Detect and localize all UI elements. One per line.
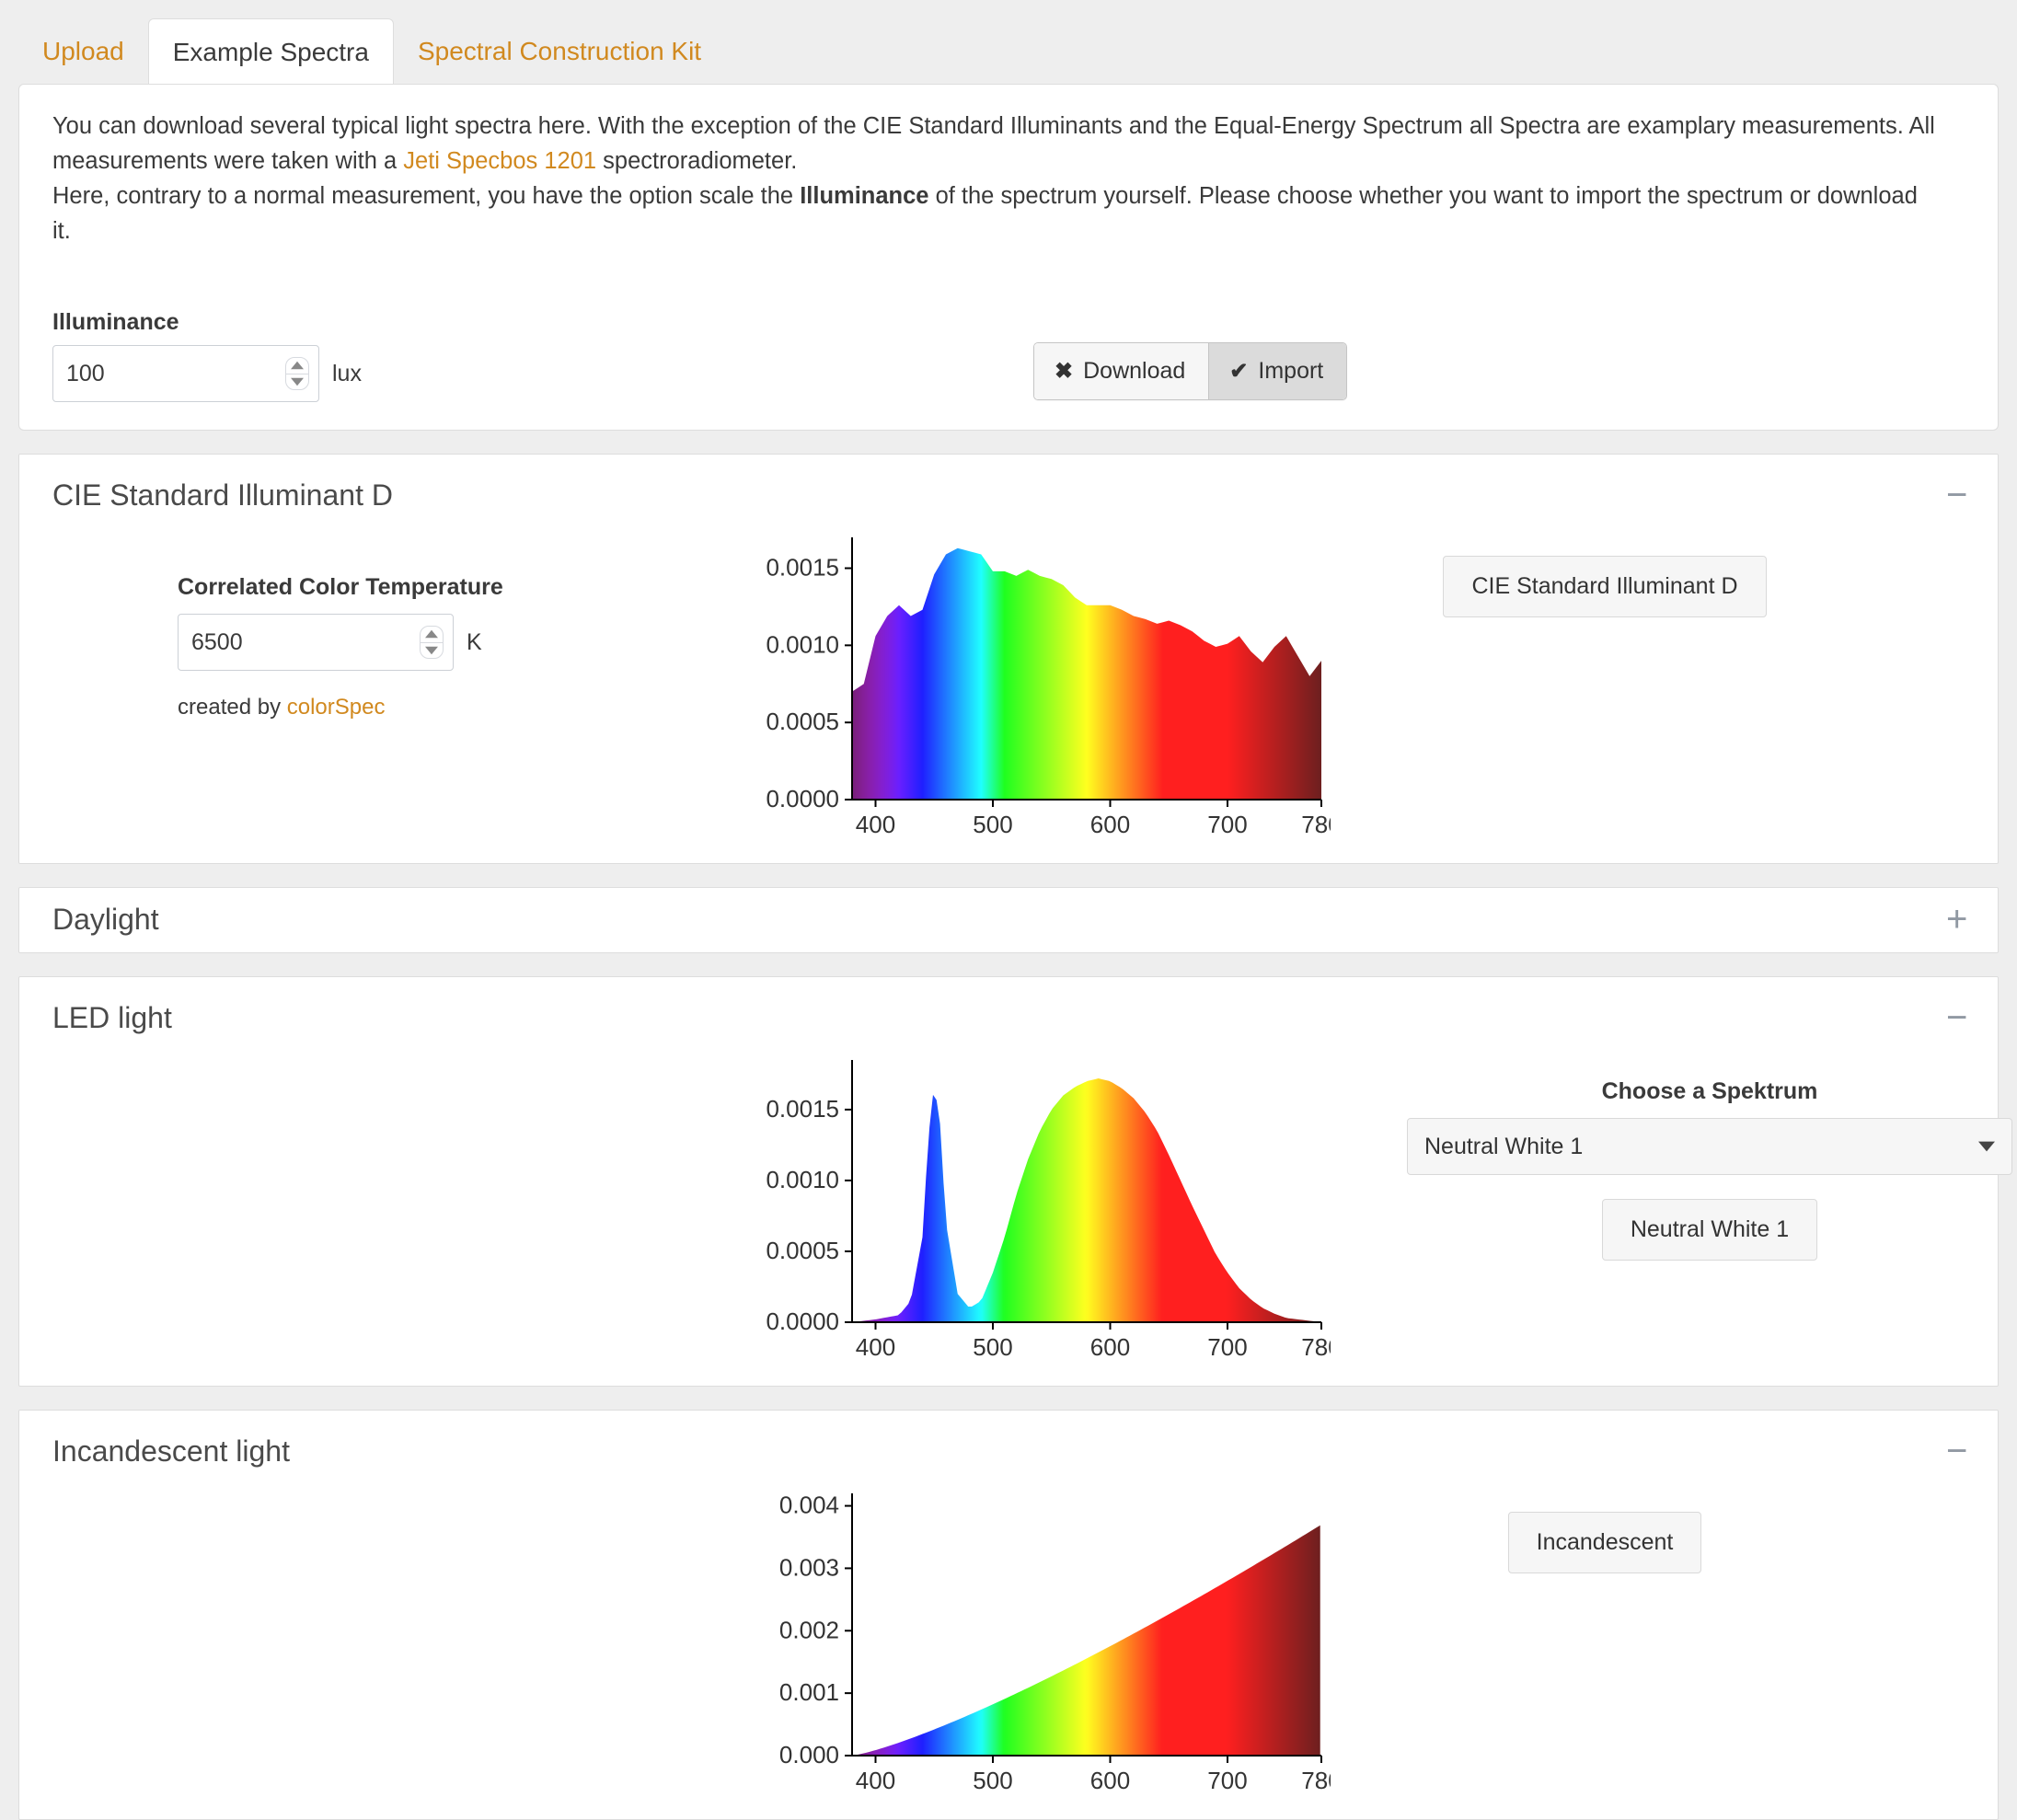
svg-text:600: 600 [1090,1333,1130,1361]
svg-text:0.004: 0.004 [779,1492,839,1519]
svg-text:0.0010: 0.0010 [766,1166,839,1193]
svg-text:400: 400 [856,1767,895,1794]
svg-text:400: 400 [856,1333,895,1361]
svg-text:700: 700 [1207,1767,1247,1794]
svg-text:0.0005: 0.0005 [766,1237,839,1264]
svg-text:780: 780 [1301,1767,1331,1794]
svg-text:400: 400 [856,811,895,838]
svg-text:700: 700 [1207,1333,1247,1361]
svg-text:600: 600 [1090,811,1130,838]
svg-text:600: 600 [1090,1767,1130,1794]
svg-text:500: 500 [973,1333,1012,1361]
svg-text:0.000: 0.000 [779,1741,839,1768]
svg-text:780: 780 [1301,811,1331,838]
svg-text:780: 780 [1301,1333,1331,1361]
svg-text:0.0015: 0.0015 [766,554,839,582]
svg-text:0.0000: 0.0000 [766,1307,839,1335]
svg-text:500: 500 [973,811,1012,838]
svg-text:0.003: 0.003 [779,1553,839,1581]
svg-text:0.0015: 0.0015 [766,1095,839,1123]
svg-text:0.002: 0.002 [779,1616,839,1643]
svg-text:0.001: 0.001 [779,1678,839,1706]
svg-text:0.0010: 0.0010 [766,630,839,658]
svg-text:0.0005: 0.0005 [766,708,839,735]
svg-text:500: 500 [973,1767,1012,1794]
svg-text:700: 700 [1207,811,1247,838]
svg-text:0.0000: 0.0000 [766,785,839,812]
